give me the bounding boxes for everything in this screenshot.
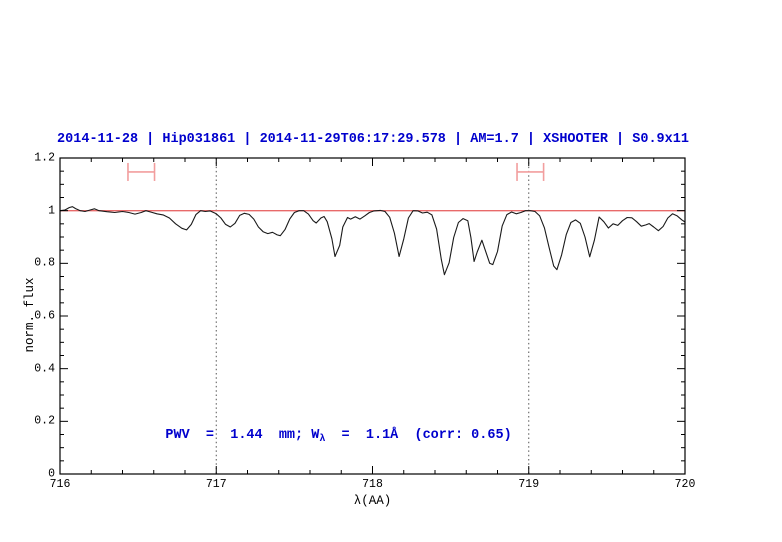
plot-title: 2014-11-28 | Hip031861 | 2014-11-29T06:1… [57, 132, 689, 147]
spectrum-curve [59, 206, 686, 276]
x-tick-label-719: 719 [518, 478, 540, 491]
y-tick-label-0.6: 0.6 [34, 309, 55, 323]
x-tick-label-716: 716 [49, 478, 71, 491]
y-tick-label-0.8: 0.8 [34, 256, 55, 270]
x-axis-label: λ(AA) [353, 494, 392, 508]
pwv-annotation-post: = 1.1Å (corr: 0.65) [325, 428, 512, 443]
pwv-annotation: PWV = 1.44 mm; Wλ = 1.1Å (corr: 0.65) [133, 413, 512, 460]
y-tick-label-1.2: 1.2 [34, 151, 55, 165]
y-tick-label-0.4: 0.4 [34, 362, 55, 376]
x-tick-label-720: 720 [674, 478, 696, 491]
range-marker-1 [127, 162, 156, 181]
pwv-annotation-lambda-sub: λ [319, 434, 326, 445]
x-tick-label-717: 717 [205, 478, 227, 491]
y-tick-label-0: 0 [48, 467, 55, 481]
y-tick-label-1: 1 [48, 204, 55, 218]
range-marker-2 [516, 162, 545, 181]
x-tick-label-718: 718 [362, 478, 383, 491]
pwv-annotation-pre: PWV = 1.44 mm; W [165, 428, 320, 443]
y-tick-label-0.2: 0.2 [34, 414, 55, 428]
